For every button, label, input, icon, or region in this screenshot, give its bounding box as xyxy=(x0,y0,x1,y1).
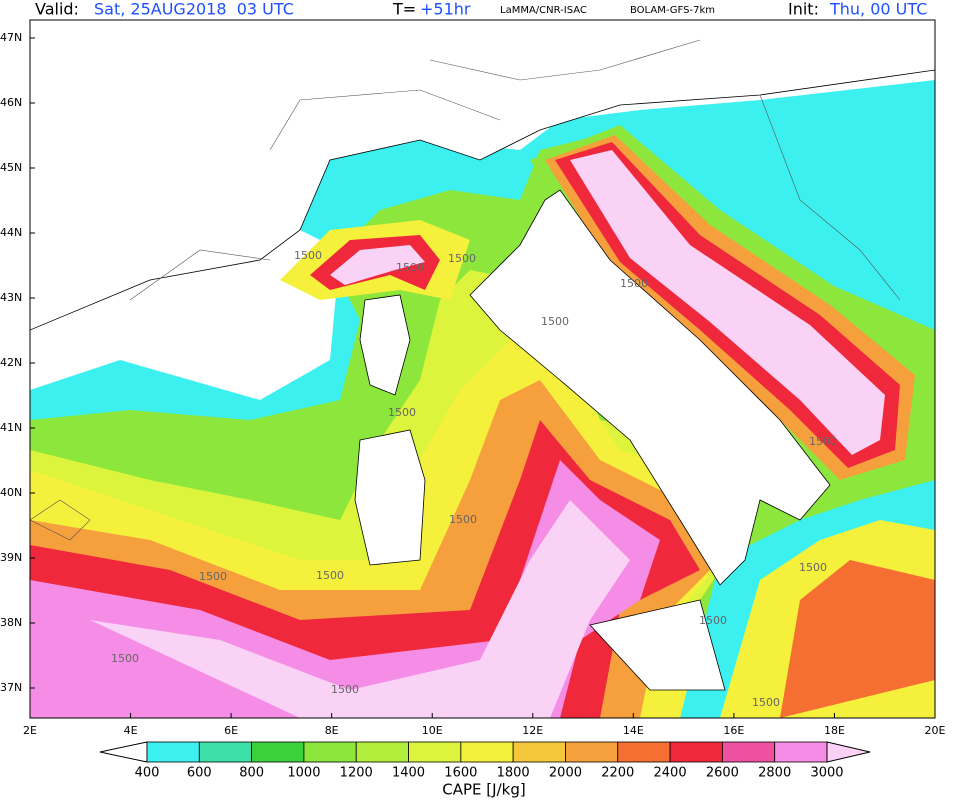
colorbar-label: 2000 xyxy=(549,766,582,781)
land xyxy=(30,20,935,331)
contour-label: 1500 xyxy=(199,570,227,583)
contour-label: 1500 xyxy=(316,569,344,582)
colorbar-box xyxy=(408,741,462,763)
colorbar-label: 1200 xyxy=(340,766,373,781)
cape-area xyxy=(330,245,425,285)
lat-label: 47N xyxy=(0,31,22,44)
colorbar-label: 2400 xyxy=(654,766,687,781)
land xyxy=(354,429,426,566)
lon-label: 12E xyxy=(522,724,543,737)
valid-label: Valid: xyxy=(35,0,79,19)
contour-label: 1500 xyxy=(331,683,359,696)
cape-area xyxy=(90,500,630,718)
border xyxy=(759,94,901,301)
colorbar-label: 3000 xyxy=(810,766,843,781)
contour-label: 1500 xyxy=(111,652,139,665)
lat-label: 43N xyxy=(0,291,22,304)
colorbar-label: 400 xyxy=(135,766,160,781)
land xyxy=(469,189,831,586)
header: Valid: Sat, 25AUG2018 03 UTC T= +51hr La… xyxy=(35,0,927,19)
colorbar-box xyxy=(355,741,409,763)
contour-label: 1500 xyxy=(620,277,648,290)
lon-label: 2E xyxy=(23,724,37,737)
lat-label: 37N xyxy=(0,681,22,694)
colorbar-label: 2200 xyxy=(601,766,634,781)
lat-label: 41N xyxy=(0,421,22,434)
colorbar-box xyxy=(565,741,619,763)
lat-label: 45N xyxy=(0,161,22,174)
lat-label: 42N xyxy=(0,356,22,369)
border xyxy=(30,499,91,541)
source: LaMMA/CNR-ISAC xyxy=(500,5,587,16)
cape-area xyxy=(780,560,935,718)
colorbar-box xyxy=(303,741,357,763)
colorbar-box xyxy=(146,741,200,763)
forecast-value: +51hr xyxy=(420,0,471,19)
lat-label: 44N xyxy=(0,226,22,239)
init-label: Init: xyxy=(788,0,819,19)
colorbar-box xyxy=(251,741,305,763)
colorbar-under xyxy=(99,741,148,763)
lat-label: 38N xyxy=(0,616,22,629)
cape-area xyxy=(720,90,935,170)
border xyxy=(129,249,271,301)
colorbar-box xyxy=(721,741,776,763)
border xyxy=(429,39,701,81)
valid-value: Sat, 25AUG2018 03 UTC xyxy=(94,0,294,19)
colorbar-box xyxy=(460,741,514,763)
lon-label: 16E xyxy=(723,724,744,737)
colorbar-box xyxy=(774,741,828,763)
lon-label: 20E xyxy=(925,724,946,737)
model: BOLAM-GFS-7km xyxy=(630,5,715,16)
contour-label: 1500 xyxy=(448,252,476,265)
colorbar-label: 1000 xyxy=(287,766,320,781)
lon-label: 8E xyxy=(325,724,339,737)
contour-label: 1500 xyxy=(541,315,569,328)
contour-label: 1500 xyxy=(449,513,477,526)
colorbar-title: CAPE [J/kg] xyxy=(442,781,525,799)
contour-label: 1500 xyxy=(752,696,780,709)
colorbar-box xyxy=(669,741,723,763)
colorbar: 400 600 800 1000 1200 1400 1600 1800 2000 2200 240… xyxy=(99,741,871,799)
forecast-label: T= xyxy=(392,0,416,19)
init-value: Thu, 00 UTC xyxy=(829,0,927,19)
cape-area xyxy=(570,150,885,455)
colorbar-label: 1800 xyxy=(497,766,530,781)
map-labels: 47N 46N 45N 44N 43N 42N 41N 40N 39N 38N 37N 2E 4E 6E 8… xyxy=(0,31,946,737)
colorbar-label: 1400 xyxy=(392,766,425,781)
lon-label: 14E xyxy=(623,724,644,737)
border xyxy=(269,89,501,151)
colorbar-label: 2600 xyxy=(706,766,739,781)
colorbar-box xyxy=(198,741,253,763)
colorbar-label: 2800 xyxy=(758,766,791,781)
colorbar-label: 600 xyxy=(187,766,212,781)
coastlines xyxy=(30,20,935,691)
contour-label: 1500 xyxy=(294,249,322,262)
map-frame xyxy=(29,19,936,719)
contour-label: 1500 xyxy=(699,614,727,627)
land xyxy=(589,599,726,691)
contour-label: 1500 xyxy=(396,261,424,274)
colorbar-box xyxy=(617,741,671,763)
contour-label: 1500 xyxy=(388,406,416,419)
lat-label: 40N xyxy=(0,486,22,499)
contour-label: 1500 xyxy=(799,561,827,574)
colorbar-label: 800 xyxy=(239,766,264,781)
lon-label: 10E xyxy=(422,724,443,737)
land xyxy=(359,294,411,396)
lat-label: 39N xyxy=(0,551,22,564)
colorbar-label: 1600 xyxy=(444,766,477,781)
colorbar-over xyxy=(826,741,871,763)
colorbar-box xyxy=(512,741,566,763)
lon-label: 4E xyxy=(124,724,138,737)
lon-label: 6E xyxy=(224,724,238,737)
lon-label: 18E xyxy=(824,724,845,737)
contour-label: 1500 xyxy=(809,435,837,448)
lat-label: 46N xyxy=(0,96,22,109)
